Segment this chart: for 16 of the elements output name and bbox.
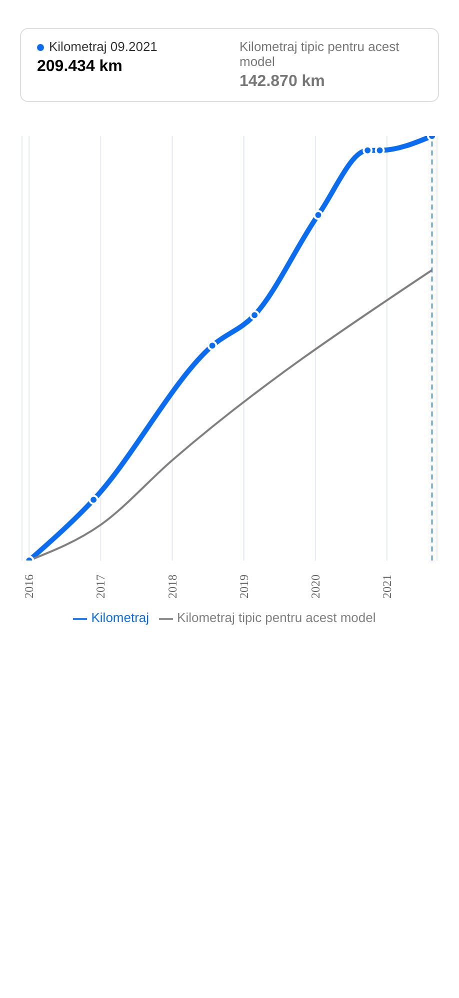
- x-tick-label: 2020: [308, 574, 322, 598]
- x-tick-label: 2019: [236, 574, 251, 598]
- text: Kilometraj 09.2021: [48, 39, 158, 54]
- point: [250, 310, 260, 320]
- text: Kilometraj tipic pentru acest model: [240, 39, 400, 69]
- x-tick-label: 2018: [165, 574, 180, 598]
- legend-label: Kilometraj: [91, 610, 150, 626]
- point: [207, 340, 218, 351]
- x-tick-label: 2021: [380, 574, 394, 598]
- point: [313, 210, 324, 220]
- point: [88, 494, 99, 505]
- legend-label: Kilometraj tipic pentru acest model: [177, 610, 376, 626]
- text: 209.434 km: [37, 58, 124, 76]
- x-tick-label: 2016: [22, 574, 36, 598]
- text: 142.870 km: [240, 73, 326, 91]
- x-tick-label: 2017: [94, 574, 108, 598]
